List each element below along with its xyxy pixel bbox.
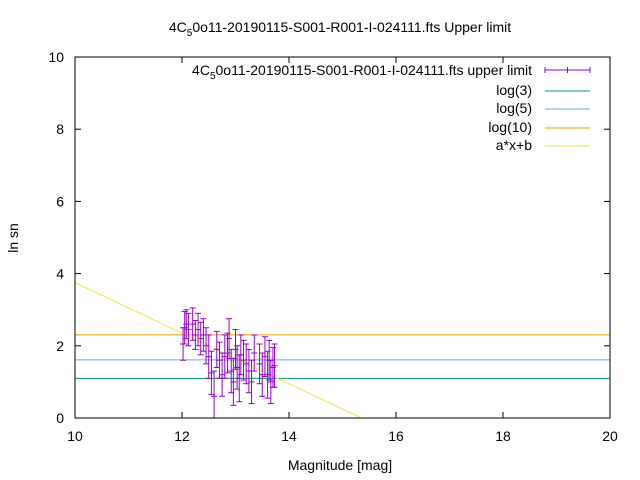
y-tick-label: 2 [56, 338, 64, 354]
data-point [245, 348, 252, 394]
x-axis-label: Magnitude [mag] [288, 457, 392, 473]
legend-label-upper-limit: 4C50o11-20190115-S001-R001-I-024111.fts … [192, 62, 532, 82]
data-point [271, 343, 278, 388]
x-tick-label: 12 [174, 428, 190, 444]
data-point [221, 334, 228, 379]
axes: 10 12 14 16 18 20 0 2 4 6 8 10 [48, 49, 618, 444]
data-point [243, 343, 250, 385]
plot-border [74, 56, 611, 419]
data-point [259, 352, 266, 397]
legend: 4C50o11-20190115-S001-R001-I-024111.fts … [192, 62, 591, 153]
x-tick-label: 16 [388, 428, 404, 444]
y-tick-label: 8 [56, 121, 64, 137]
legend-label-log3: log(3) [496, 82, 532, 98]
data-point [237, 334, 244, 376]
data-point [248, 359, 255, 405]
legend-sample-upper-limit [544, 67, 591, 73]
y-axis-label: ln sn [5, 223, 21, 253]
data-point [213, 330, 220, 368]
plot-area [75, 282, 610, 418]
data-point [211, 370, 218, 418]
data-point [197, 321, 204, 356]
x-tick-label: 14 [281, 428, 297, 444]
legend-label-fit: a*x+b [496, 137, 532, 153]
x-tick-label: 10 [67, 428, 83, 444]
data-point [195, 312, 202, 347]
y-tick-label: 6 [56, 193, 64, 209]
data-point [192, 320, 199, 350]
data-point [185, 312, 192, 347]
y-tick-label: 0 [56, 410, 64, 426]
legend-label-log5: log(5) [496, 100, 532, 116]
data-point [240, 339, 247, 381]
data-point [251, 334, 258, 372]
plot-content [75, 282, 610, 418]
data-point [256, 343, 263, 385]
y-tick-label: 4 [56, 266, 64, 282]
data-point [219, 352, 226, 397]
data-point [230, 357, 237, 406]
chart-title: 4C50o11-20190115-S001-R001-I-024111.fts … [169, 19, 511, 39]
fit-line [75, 282, 362, 418]
data-point [205, 334, 212, 379]
legend-label-log10: log(10) [488, 119, 532, 135]
y-tick-label: 10 [48, 49, 64, 65]
data-point [208, 350, 215, 396]
data-point [261, 336, 268, 377]
data-point [203, 327, 210, 365]
data-point [264, 350, 271, 399]
x-tick-label: 20 [602, 428, 618, 444]
data-point [216, 341, 223, 379]
x-tick-label: 18 [495, 428, 511, 444]
